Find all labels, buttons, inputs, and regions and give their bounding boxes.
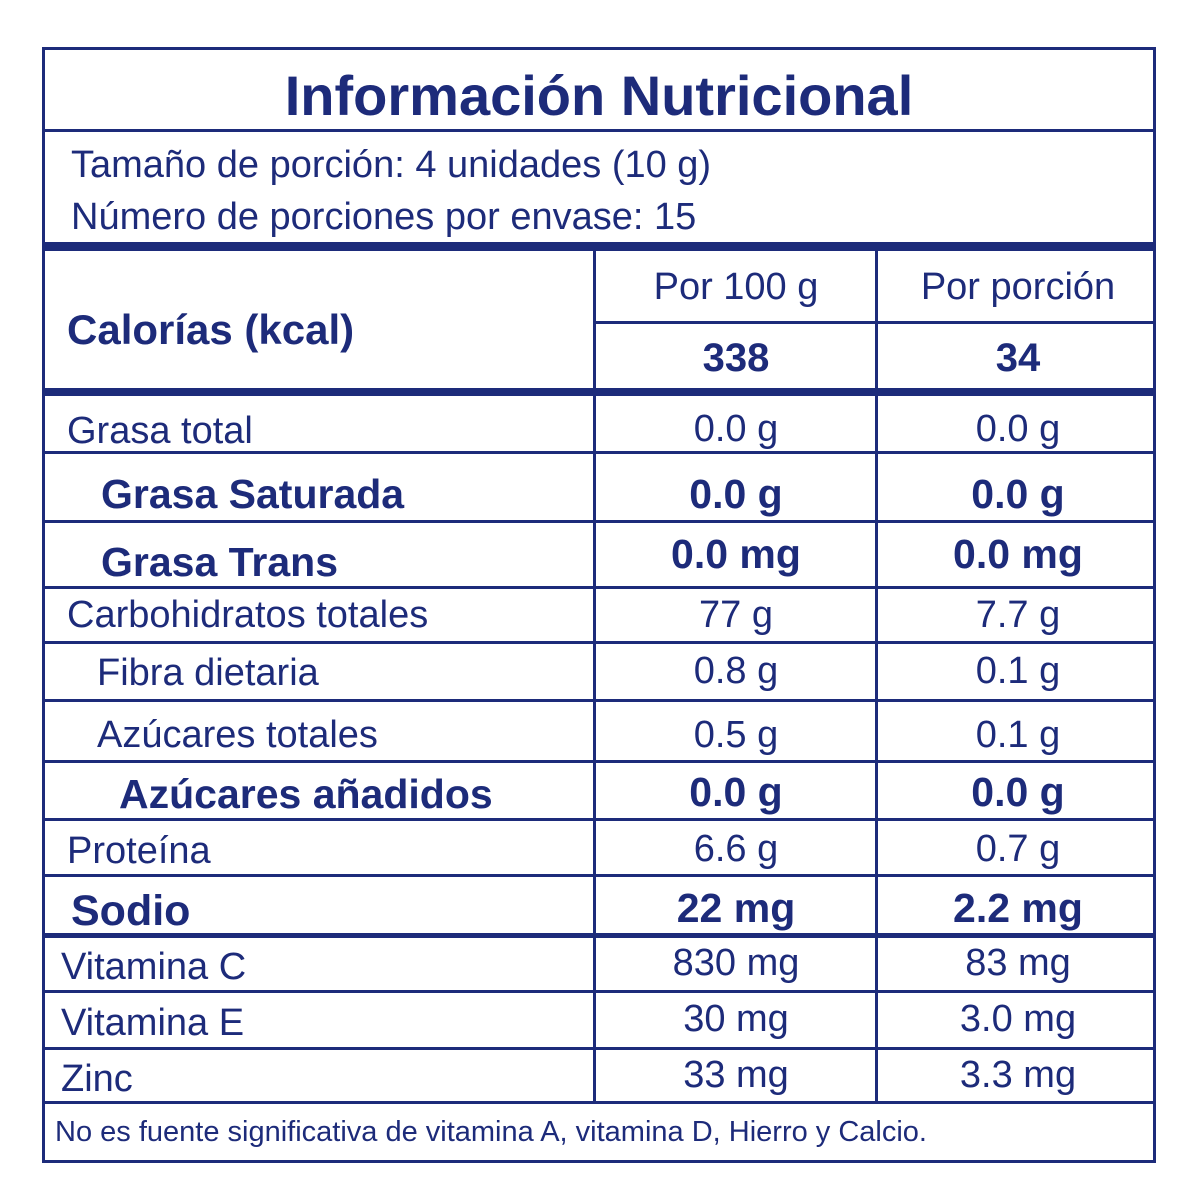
col-divider-2: [875, 251, 878, 1101]
nutrient-value-per-100g: 0.0 g: [693, 408, 779, 450]
nutrient-value-per-serving: 7.7 g: [975, 594, 1061, 636]
nutrient-value-per-100g: 0.8 g: [693, 650, 779, 692]
col-divider-1: [593, 251, 596, 1101]
rule-row-5: [45, 699, 1153, 702]
rule-row-1: [45, 451, 1153, 454]
nutrient-name-proteina: Proteína: [67, 830, 211, 872]
serving-size: Tamaño de porción: 4 unidades (10 g): [71, 144, 712, 186]
nutrient-name-sodio: Sodio: [71, 887, 191, 935]
nutrient-name-vitamina-c: Vitamina C: [61, 946, 247, 988]
nutrient-name-grasa-saturada: Grasa Saturada: [101, 471, 405, 517]
nutrient-name-vitamina-e: Vitamina E: [61, 1002, 245, 1044]
rule-row-7: [45, 818, 1153, 821]
nutrient-value-per-serving: 3.3 mg: [959, 1054, 1077, 1096]
servings-per-container: Número de porciones por envase: 15: [71, 196, 697, 238]
calories-per-serving: 34: [995, 336, 1041, 380]
nutrient-value-per-100g: 77 g: [699, 594, 773, 636]
column-header-per-100g: Por 100 g: [653, 266, 819, 308]
rule-under-servings: [45, 242, 1153, 251]
rule-row-6: [45, 760, 1153, 763]
nutrient-value-per-serving: 83 mg: [965, 942, 1071, 984]
nutrient-value-per-serving: 3.0 mg: [959, 998, 1077, 1040]
nutrient-value-per-serving: 0.0 mg: [953, 531, 1083, 577]
nutrient-name-grasa-trans: Grasa Trans: [101, 539, 339, 585]
nutrient-name-grasa-total: Grasa total: [67, 410, 253, 452]
rule-row-4: [45, 641, 1153, 644]
nutrient-value-per-100g: 830 mg: [672, 942, 800, 984]
nutrient-value-per-100g: 30 mg: [683, 998, 789, 1040]
nutrient-name-carbohidratos: Carbohidratos totales: [67, 594, 429, 636]
column-header-per-serving: Por porción: [920, 266, 1116, 308]
nutrient-value-per-serving: 0.1 g: [975, 714, 1061, 756]
calories-label: Calorías (kcal): [67, 306, 355, 353]
nutrient-value-per-100g: 6.6 g: [693, 828, 779, 870]
nutrient-value-per-serving: 0.1 g: [975, 650, 1061, 692]
nutrient-value-per-100g: 22 mg: [676, 885, 796, 931]
nutrient-value-per-serving: 0.0 g: [971, 769, 1065, 815]
nutrient-value-per-100g: 0.0 g: [689, 769, 783, 815]
nutrition-label: Información Nutricional Tamaño de porció…: [42, 47, 1156, 1163]
rule-under-calories: [45, 388, 1153, 396]
nutrient-name-fibra: Fibra dietaria: [97, 652, 319, 694]
nutrient-value-per-100g: 0.5 g: [693, 714, 779, 756]
rule-row-10: [45, 990, 1153, 993]
rule-row-3: [45, 586, 1153, 589]
nutrient-name-zinc: Zinc: [61, 1058, 133, 1100]
nutrient-value-per-100g: 0.0 mg: [671, 531, 801, 577]
rule-calories-inner: [596, 321, 1153, 324]
rule-under-title: [45, 129, 1153, 132]
nutrient-value-per-serving: 2.2 mg: [953, 885, 1083, 931]
rule-row-9: [45, 933, 1153, 938]
rule-above-footnote: [45, 1101, 1153, 1104]
nutrient-value-per-serving: 0.7 g: [975, 828, 1061, 870]
nutrient-name-azucares-totales: Azúcares totales: [97, 714, 378, 756]
nutrient-value-per-serving: 0.0 g: [975, 408, 1061, 450]
nutrient-name-azucares-anadidos: Azúcares añadidos: [119, 771, 493, 817]
label-title: Información Nutricional: [284, 64, 914, 127]
nutrient-value-per-100g: 0.0 g: [689, 471, 783, 517]
footnote: No es fuente significativa de vitamina A…: [55, 1116, 927, 1148]
rule-row-2: [45, 520, 1153, 523]
nutrient-value-per-serving: 0.0 g: [971, 471, 1065, 517]
calories-per-100g: 338: [702, 336, 770, 380]
rule-row-11: [45, 1047, 1153, 1050]
rule-row-8: [45, 874, 1153, 877]
nutrient-value-per-100g: 33 mg: [683, 1054, 789, 1096]
